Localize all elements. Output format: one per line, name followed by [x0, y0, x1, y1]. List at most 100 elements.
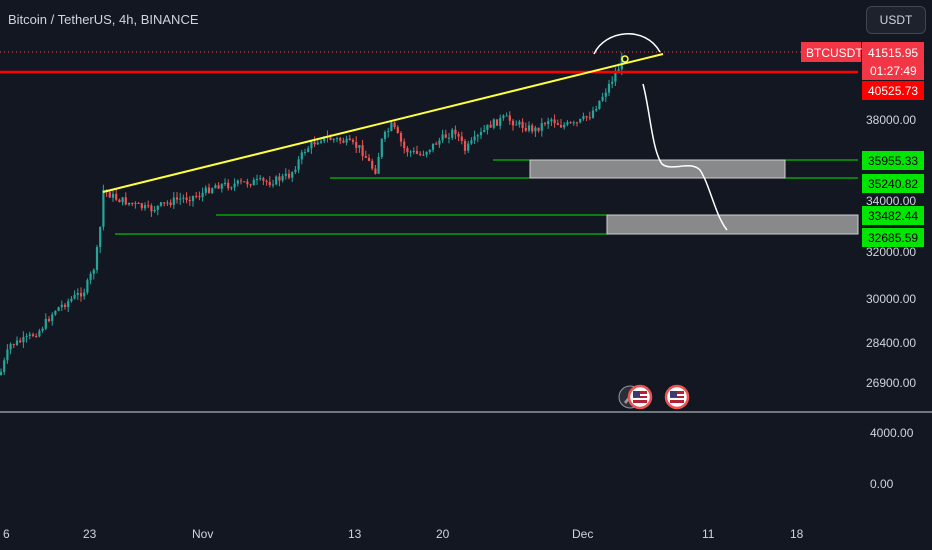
candle-body — [31, 334, 35, 337]
price-label: 32685.59 — [868, 231, 918, 245]
candle-body — [227, 182, 230, 189]
candle-body — [527, 125, 531, 131]
candle-body — [70, 298, 73, 302]
candle-body — [396, 127, 399, 134]
candle-body — [451, 129, 454, 138]
candle-body — [470, 140, 473, 144]
candle-body — [598, 100, 601, 109]
price-label: 35955.33 — [868, 154, 918, 168]
candle-body — [3, 360, 6, 372]
candle-body — [409, 151, 412, 153]
price-label-bg — [862, 174, 924, 193]
candle-body — [479, 131, 483, 136]
candle-body — [150, 205, 153, 212]
candle-body — [595, 108, 598, 111]
y-tick-label: 34000.00 — [866, 194, 916, 208]
candle-body — [342, 140, 345, 143]
price-label: 35240.82 — [868, 177, 918, 191]
price-axis[interactable]: 38000.00 34000.00 32000.00 30000.00 2840… — [866, 113, 916, 491]
y-tick-label: 0.00 — [870, 477, 894, 491]
candle-body — [99, 226, 102, 248]
candle-body — [601, 96, 604, 101]
flag-canton — [670, 391, 677, 397]
candle-body — [511, 120, 515, 126]
candle-body — [188, 199, 191, 201]
candle-body — [387, 130, 390, 132]
x-tick-label: 6 — [3, 527, 10, 541]
candle-body — [435, 143, 438, 145]
y-tick-label: 30000.00 — [866, 292, 916, 306]
candle-body — [143, 205, 147, 209]
candle-body — [86, 280, 89, 293]
x-tick-label: 11 — [702, 527, 715, 541]
candle-body — [35, 336, 38, 338]
candle-body — [588, 117, 591, 119]
candle-body — [115, 193, 118, 200]
candle-body — [537, 127, 540, 131]
candle-body — [531, 125, 534, 132]
candle-body — [54, 310, 57, 315]
candle-body — [246, 181, 249, 185]
y-tick-label: 38000.00 — [866, 113, 916, 127]
candle-body — [243, 181, 246, 183]
support-zone-1 — [529, 159, 786, 179]
candle-body — [377, 156, 380, 174]
candle-body — [563, 124, 566, 128]
candle-body — [556, 123, 559, 125]
candle-body — [483, 129, 486, 132]
candle-body — [534, 127, 537, 132]
candle-body — [185, 197, 188, 200]
candle-body — [63, 304, 67, 307]
flag-canton — [633, 391, 640, 397]
candle-body — [543, 123, 547, 125]
candle-body — [102, 189, 105, 227]
candle-body — [323, 136, 326, 142]
time-axis[interactable]: 6 23 Nov 13 20 Dec 11 18 — [3, 527, 804, 541]
candle-body — [297, 159, 300, 170]
candle-body — [585, 116, 588, 118]
candle-body — [383, 131, 387, 139]
projection-path — [642, 83, 728, 231]
candle-body — [9, 344, 12, 350]
candle-body — [214, 185, 217, 189]
candle-body — [492, 119, 495, 128]
event-icon-group[interactable] — [618, 384, 690, 410]
candle-body — [57, 307, 60, 311]
candle-body — [447, 137, 451, 139]
candle-body — [179, 198, 182, 200]
candle-body — [140, 203, 143, 209]
price-label-bg — [862, 151, 924, 170]
candle-body — [495, 119, 499, 126]
candle-body — [22, 336, 25, 343]
candle-body — [425, 151, 428, 155]
candle-body — [278, 176, 281, 181]
candle-body — [403, 141, 406, 149]
candle-body — [198, 196, 201, 198]
y-tick-label: 32000.00 — [866, 245, 916, 259]
candle-body — [332, 139, 335, 141]
candle-body — [515, 124, 518, 126]
candle-body — [620, 56, 623, 70]
symbol-tag-bg — [801, 42, 861, 62]
candle-body — [547, 121, 550, 125]
candle-body — [431, 143, 435, 150]
candle-body — [156, 205, 159, 210]
currency-button[interactable]: USDT — [866, 6, 926, 34]
candle-body — [220, 184, 223, 189]
candle-body — [259, 178, 262, 180]
candle-body — [204, 187, 207, 193]
candle-body — [559, 124, 563, 128]
candle-body — [153, 209, 156, 212]
candle-body — [524, 127, 527, 131]
candle-body — [412, 150, 415, 152]
candle-body — [502, 115, 505, 119]
flag-stripe-white — [633, 398, 647, 400]
candle-body — [262, 178, 265, 181]
candle-body — [300, 152, 303, 160]
candle-body — [124, 197, 127, 205]
chart-title: Bitcoin / TetherUS, 4h, BINANCE — [8, 12, 199, 27]
candle-body — [390, 122, 393, 131]
candle-body — [476, 135, 479, 137]
candle-body — [380, 138, 383, 157]
